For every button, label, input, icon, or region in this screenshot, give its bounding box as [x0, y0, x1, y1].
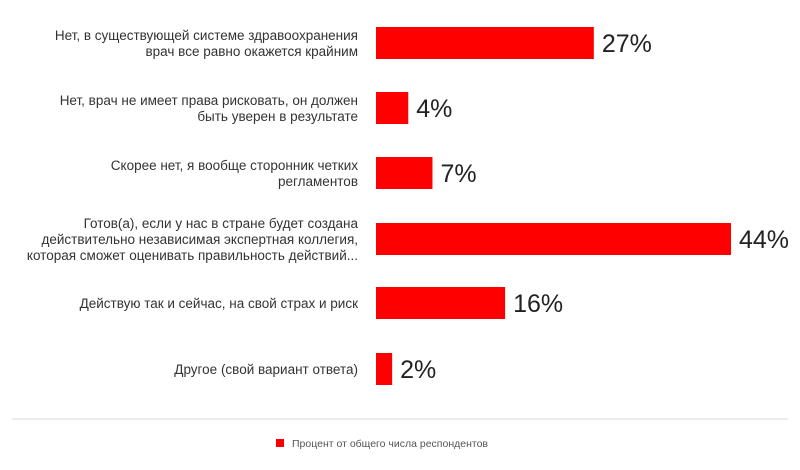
bar [376, 287, 506, 319]
bar [376, 157, 433, 189]
category-label: Скорее нет, я вообще сторонник четких рег… [111, 158, 358, 189]
data-label: 16% [513, 290, 563, 318]
category-label: Нет, в существующей системе здравоохране… [55, 28, 358, 59]
category-label-line: Готов(а), если у нас в стране будет созд… [84, 216, 359, 231]
bar [376, 92, 409, 124]
category-label-line: которая сможет оценивать правильность де… [27, 248, 358, 263]
data-label: 2% [400, 356, 436, 384]
bar [376, 353, 393, 385]
data-label: 7% [440, 160, 476, 188]
category-label-line: Нет, врач не имеет права рисковать, он д… [60, 93, 358, 108]
data-labels: 27% 4% 7% 44% 16% 2% [400, 30, 789, 384]
category-label-line: Другое (свой вариант ответа) [174, 362, 358, 377]
legend-label: Процент от общего числа респондентов [292, 438, 488, 450]
category-label: Другое (свой вариант ответа) [174, 362, 358, 377]
bar [376, 27, 594, 59]
category-label: Нет, врач не имеет права рисковать, он д… [60, 93, 358, 124]
data-label: 4% [416, 95, 452, 123]
category-labels: Нет, в существующей системе здравоохране… [27, 28, 359, 377]
data-label: 44% [739, 226, 789, 254]
category-label-line: врач все равно окажется крайним [146, 44, 359, 59]
category-label-line: действительно независимая экспертная кол… [42, 232, 359, 247]
category-label-line: Нет, в существующей системе здравоохране… [55, 28, 358, 43]
category-label-line: Скорее нет, я вообще сторонник четких [111, 158, 358, 173]
category-label: Готов(а), если у нас в стране будет созд… [27, 216, 359, 263]
legend-swatch [276, 439, 284, 447]
category-label-line: быть уверен в результате [197, 109, 358, 124]
bars [376, 27, 731, 385]
category-label-line: Действую так и сейчас, на свой страх и р… [80, 296, 359, 311]
bar [376, 223, 731, 255]
data-label: 27% [602, 30, 652, 58]
legend: Процент от общего числа респондентов [276, 438, 488, 450]
category-label: Действую так и сейчас, на свой страх и р… [80, 296, 359, 311]
category-label-line: регламентов [278, 174, 358, 189]
